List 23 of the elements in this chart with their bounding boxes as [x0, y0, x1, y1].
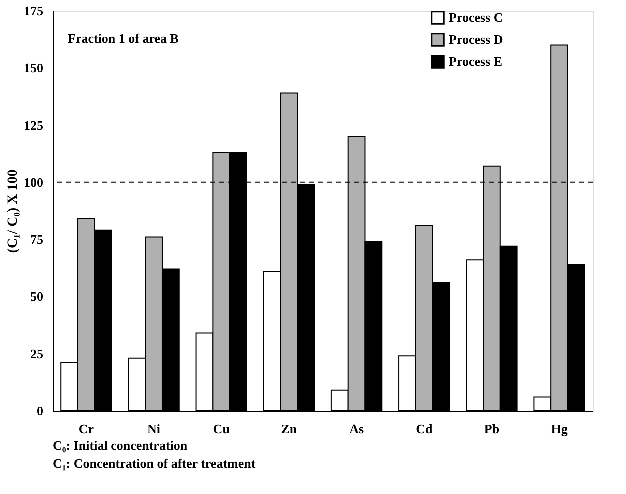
- legend-label: Process E: [449, 54, 503, 69]
- x-tick-label: As: [350, 422, 364, 436]
- y-tick-label: 175: [24, 4, 44, 18]
- x-tick-label: Hg: [551, 422, 568, 436]
- x-tick-label: Ni: [148, 422, 161, 436]
- x-tick-label: Cr: [78, 422, 94, 436]
- annotation: Fraction 1 of area B: [68, 31, 180, 46]
- x-tick-label: Cd: [416, 422, 434, 436]
- x-tick-label: Pb: [484, 422, 500, 436]
- x-tick-label: Zn: [281, 422, 298, 436]
- x-tick-label: Cu: [213, 422, 230, 436]
- text: C₀: Initial concentration: [53, 438, 188, 453]
- y-tick-label: 75: [30, 232, 44, 248]
- legend-label: Process D: [449, 32, 504, 47]
- legend-label: Process C: [449, 10, 504, 25]
- y-tick-label: 50: [30, 289, 44, 304]
- text: C₁: Concentration of after treatment: [53, 456, 256, 471]
- y-axis-title: (C₁/ C₀) X 100: [6, 170, 21, 254]
- y-tick-label: 150: [24, 60, 44, 76]
- y-tick-label: 25: [30, 346, 44, 362]
- y-tick-label: 125: [24, 118, 44, 133]
- y-tick-label: 0: [37, 404, 44, 418]
- y-tick-label: 100: [24, 174, 44, 190]
